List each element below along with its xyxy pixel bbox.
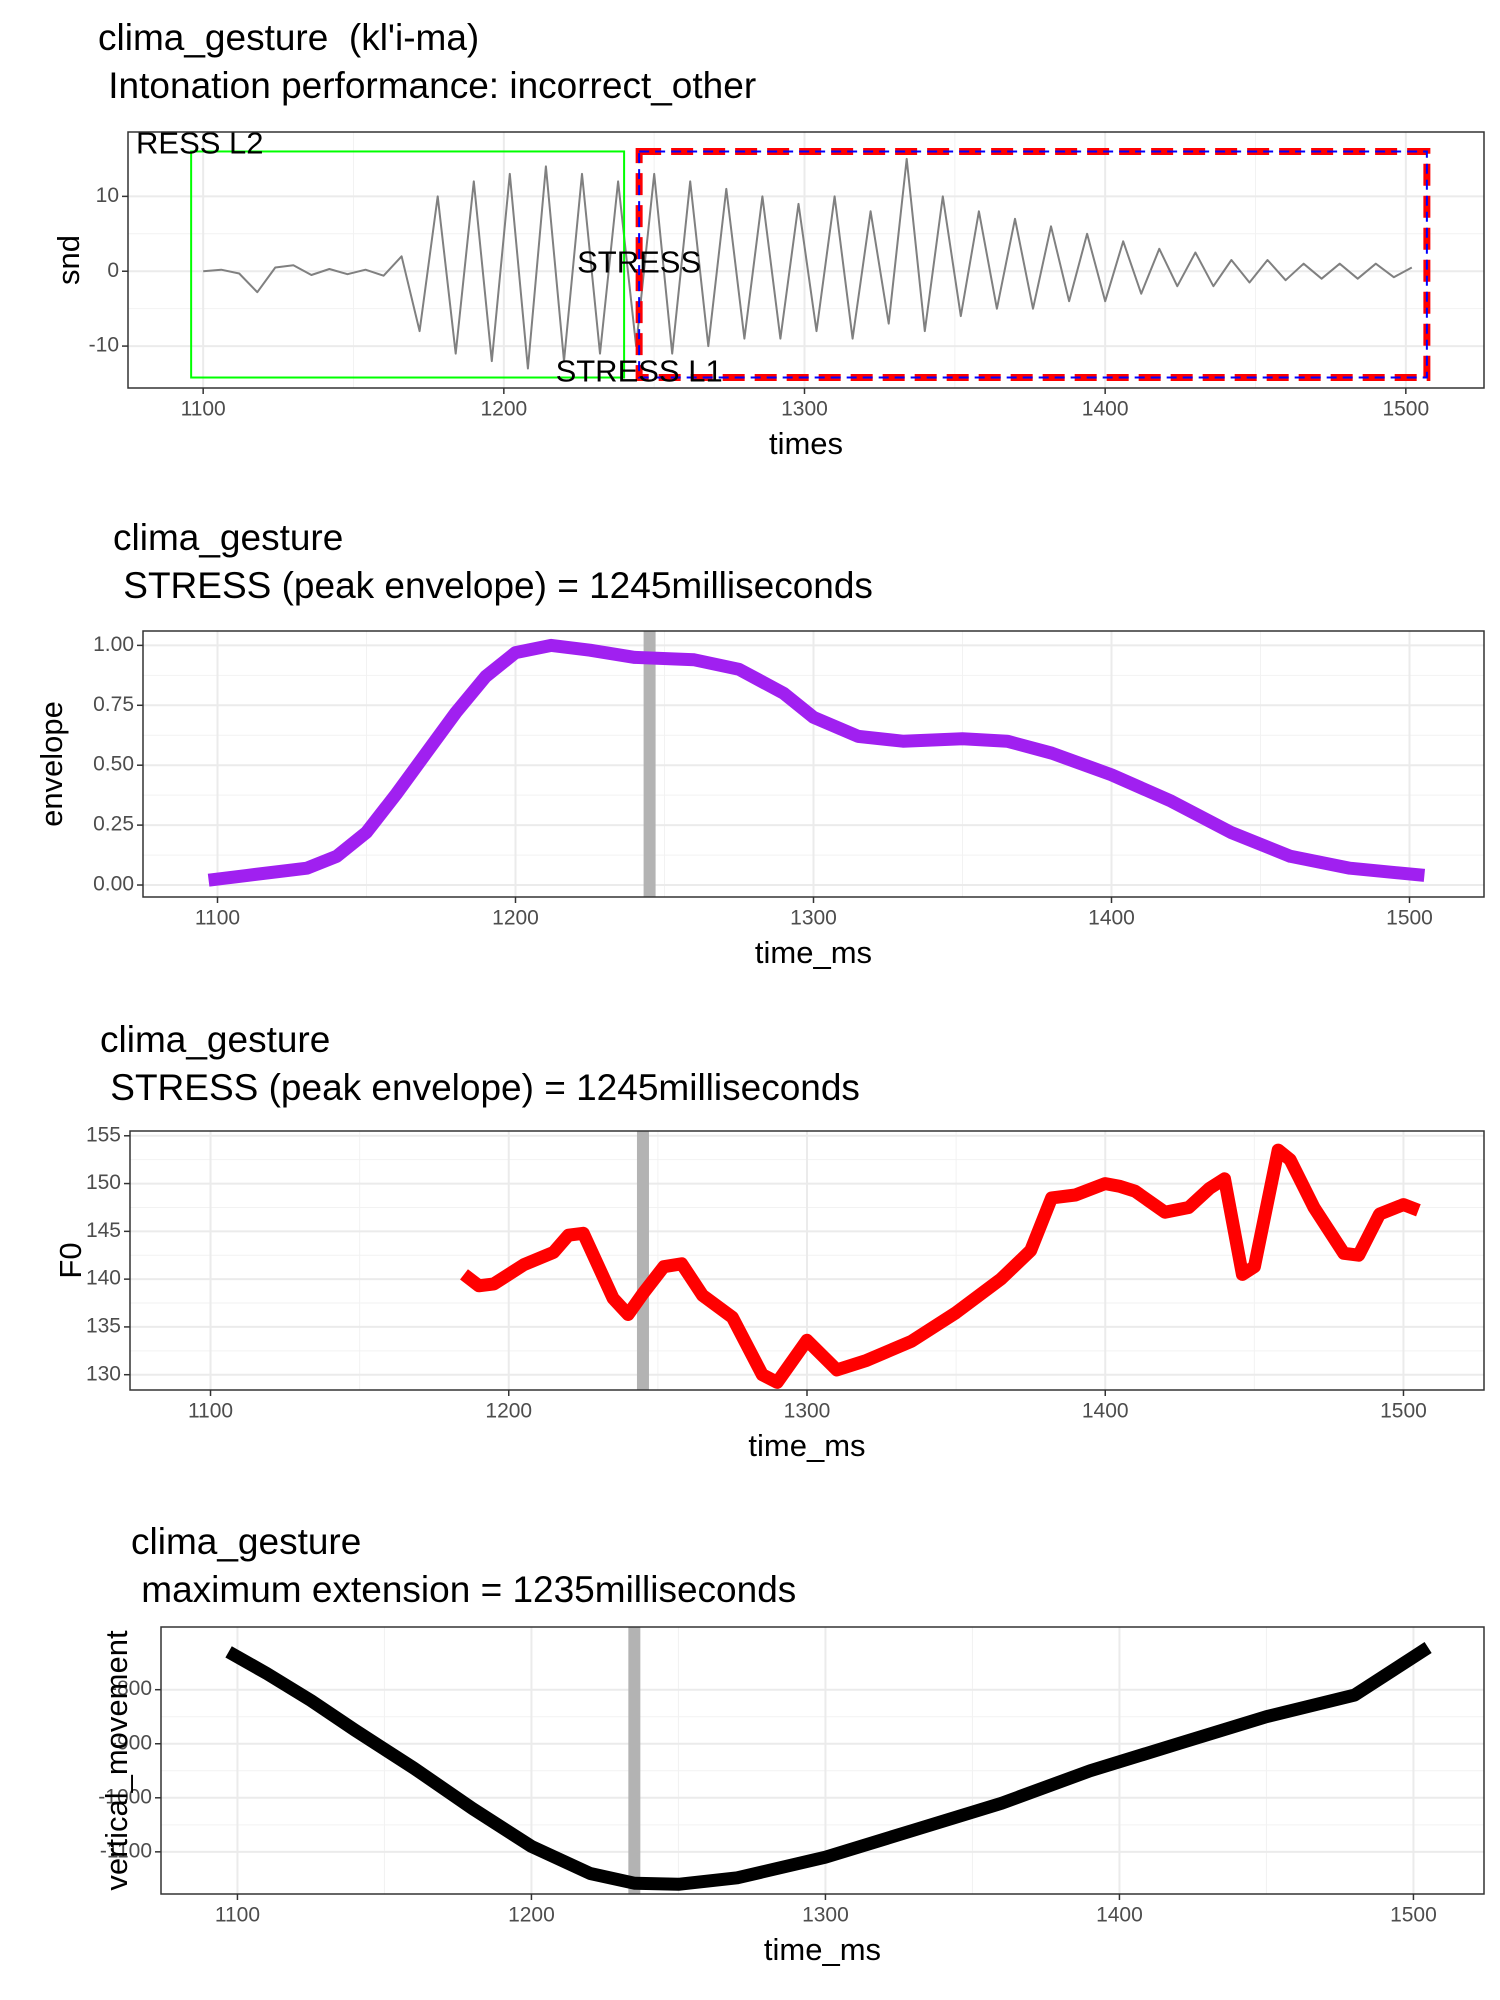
y-tick-label: 0.25 (93, 813, 134, 836)
x-tick-label: 1200 (508, 1904, 555, 1927)
panel-border (142, 630, 1485, 898)
y-tick-label: -800 (110, 1677, 152, 1700)
line (207, 638, 1426, 887)
x-tick-label: 1500 (1380, 1400, 1427, 1423)
chart-title: STRESS (peak envelope) = 1245millisecond… (100, 1067, 860, 1108)
line (460, 1143, 1421, 1389)
panel: clima_gesture maximum extension = 1235mi… (98, 1521, 1485, 1967)
region-label: STRESS (577, 245, 701, 280)
line (225, 1642, 1432, 1891)
region (635, 147, 1431, 382)
chart-title: clima_gesture (131, 1521, 361, 1562)
panel: clima_gesture STRESS (peak envelope) = 1… (34, 517, 1485, 970)
panel-border (127, 131, 1485, 389)
plot-area (460, 1131, 1421, 1390)
panel: clima_gesture STRESS (peak envelope) = 1… (53, 1019, 1485, 1463)
x-tick-label: 1100 (188, 1400, 233, 1423)
region (638, 150, 1428, 379)
y-tick-label: 0.00 (93, 873, 134, 896)
y-tick-label: 145 (86, 1219, 121, 1242)
x-axis-label: time_ms (748, 1428, 865, 1463)
x-tick-label: 1400 (1096, 1904, 1143, 1927)
y-tick-label: 140 (86, 1267, 121, 1290)
y-tick-label: 130 (86, 1362, 121, 1385)
x-tick-label: 1200 (485, 1400, 532, 1423)
x-axis-label: times (769, 426, 843, 461)
plot-area (225, 1627, 1432, 1894)
plot-area: RESS L2 STRESS STRESS L1 (136, 126, 1431, 389)
x-tick-label: 1100 (215, 1904, 260, 1927)
y-tick-label: 0.50 (93, 753, 134, 776)
y-tick-label: -1000 (98, 1785, 152, 1808)
x-tick-label: 1400 (1082, 398, 1129, 421)
x-axis-label: time_ms (764, 1932, 881, 1967)
x-axis-label: time_ms (755, 935, 872, 970)
y-tick-label: 1.00 (93, 633, 134, 656)
x-tick-label: 1500 (1390, 1904, 1437, 1927)
line (203, 157, 1413, 370)
chart-title: clima_gesture (kl'i-ma) (98, 17, 479, 58)
x-tick-label: 1300 (802, 1904, 849, 1927)
y-tick-label: 0 (107, 259, 119, 282)
y-axis-label: snd (51, 235, 86, 285)
y-tick-label: 0.75 (93, 693, 134, 716)
y-tick-label: -10 (89, 334, 119, 357)
chart-title: clima_gesture (100, 1019, 330, 1060)
y-tick-label: -900 (110, 1731, 152, 1754)
x-tick-label: 1400 (1082, 1400, 1129, 1423)
y-tick-label: 135 (86, 1314, 121, 1337)
y-tick-label: 10 (96, 184, 119, 207)
region-label: STRESS L1 (556, 354, 723, 389)
region-label: RESS L2 (136, 126, 264, 161)
y-axis-label: F0 (53, 1242, 88, 1278)
x-tick-label: 1300 (781, 398, 828, 421)
plot-area (207, 631, 1426, 897)
chart-title: clima_gesture (113, 517, 343, 558)
x-tick-label: 1500 (1382, 398, 1429, 421)
y-tick-label: -1100 (100, 1839, 152, 1862)
x-tick-label: 1100 (195, 907, 240, 930)
x-tick-label: 1500 (1386, 907, 1433, 930)
x-tick-label: 1200 (492, 907, 539, 930)
chart-title: maximum extension = 1235milliseconds (131, 1569, 796, 1610)
panel-border (160, 1626, 1485, 1895)
x-tick-label: 1400 (1088, 907, 1135, 930)
y-tick-label: 150 (86, 1171, 121, 1194)
x-tick-label: 1300 (790, 907, 837, 930)
x-tick-label: 1200 (480, 398, 527, 421)
panel-border (129, 1130, 1485, 1391)
chart-title: STRESS (peak envelope) = 1245millisecond… (113, 565, 873, 606)
y-tick-label: 155 (86, 1123, 121, 1146)
chart-title: Intonation performance: incorrect_other (98, 65, 756, 106)
y-axis-label: vertical_movement (99, 1630, 134, 1891)
panel: clima_gesture (kl'i-ma) Intonation perfo… (51, 17, 1485, 461)
region (190, 150, 626, 379)
x-tick-label: 1100 (181, 398, 226, 421)
y-axis-label: envelope (34, 701, 69, 827)
x-tick-label: 1300 (784, 1400, 831, 1423)
